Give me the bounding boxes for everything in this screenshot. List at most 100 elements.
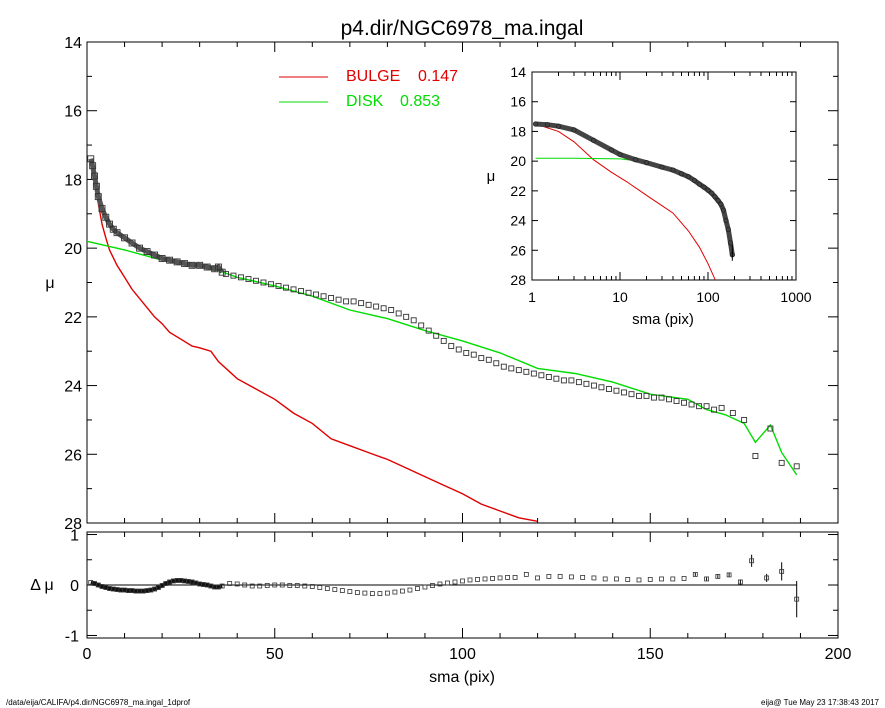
main-data-point	[508, 365, 515, 372]
inset-bulge-line	[535, 123, 716, 280]
main-data-point	[305, 289, 312, 296]
main-data-point	[218, 268, 226, 276]
main-data-point	[598, 384, 605, 391]
residual-y-tick-label: 1	[70, 528, 79, 545]
residual-point	[715, 574, 721, 579]
main-axes: 14 16 18 20 22 24 26 28	[64, 35, 839, 533]
main-data-point	[238, 274, 244, 281]
x-tick-label: 50	[266, 646, 284, 663]
residual-point	[279, 582, 285, 588]
main-data-point	[87, 155, 95, 163]
residual-point	[362, 590, 368, 596]
inset-y-tick-label: 26	[510, 242, 526, 258]
main-data-point	[658, 394, 665, 401]
residual-point	[437, 581, 443, 587]
main-data-point	[688, 401, 695, 408]
main-data-point	[328, 295, 335, 301]
main-data-point	[493, 360, 500, 367]
residual-point	[779, 568, 785, 574]
main-data-point	[575, 379, 582, 386]
main-data-point	[752, 453, 759, 459]
residual-point	[445, 580, 450, 586]
inset-data-point	[643, 160, 650, 166]
main-data-point	[151, 251, 159, 259]
main-data-point	[590, 382, 597, 389]
inset-plot-frame	[531, 71, 797, 281]
main-data-point	[433, 332, 440, 339]
main-y-tick-label: 24	[64, 379, 82, 396]
main-data-point	[470, 351, 477, 358]
main-data-point	[666, 396, 672, 403]
residual-point	[460, 578, 465, 584]
main-data-point	[388, 307, 395, 313]
main-data-point	[230, 272, 237, 279]
main-data-point	[729, 410, 736, 417]
main-data-point	[440, 337, 447, 344]
main-data-point	[94, 193, 102, 201]
residual-point	[482, 576, 488, 582]
inset-data-point	[723, 217, 729, 224]
legend-label-disk: DISK	[346, 93, 384, 110]
main-data-point	[718, 404, 725, 411]
inset-axes: 14 16 18 20 22 24 26 281 10 100 1000	[510, 64, 811, 305]
main-data-point	[158, 254, 166, 262]
main-data-point	[102, 213, 110, 221]
main-data-point	[621, 389, 627, 396]
main-data-point	[313, 291, 320, 298]
main-data-point	[418, 322, 425, 329]
residual-point	[294, 583, 300, 588]
main-y-tick-label: 16	[64, 104, 82, 121]
inset-y-tick-label: 28	[510, 272, 526, 288]
main-data-point	[545, 374, 552, 380]
residual-point	[475, 577, 480, 582]
main-data-point	[253, 277, 259, 284]
residual-point	[354, 590, 360, 595]
main-data-point	[196, 261, 204, 269]
residual-point	[580, 575, 586, 580]
residual-point	[794, 596, 800, 602]
residual-point	[257, 583, 263, 589]
residual-point	[400, 588, 405, 594]
residual-point	[272, 582, 278, 588]
main-series	[86, 155, 800, 522]
residual-point	[264, 583, 270, 588]
residual-point	[749, 558, 755, 564]
inset-data-point	[670, 167, 676, 173]
inset-data-point	[617, 151, 623, 158]
residual-point	[287, 583, 293, 588]
x-tick-label: 0	[83, 646, 92, 663]
main-data-point	[613, 387, 620, 394]
inset-y-tick-label: 20	[510, 153, 526, 169]
footer-stamp: eija@ Tue May 23 17:38:43 2017	[761, 698, 879, 707]
inset-data-band	[533, 121, 735, 258]
residual-point	[347, 589, 353, 594]
residual-point	[737, 579, 743, 585]
residual-point	[309, 584, 315, 589]
residual-point	[467, 577, 473, 583]
main-data-point	[121, 234, 129, 242]
residual-point	[764, 575, 770, 581]
main-data-point	[128, 239, 136, 247]
legend-value-disk: 0.853	[400, 93, 440, 110]
main-data-point	[553, 375, 560, 382]
main-data-point	[89, 162, 97, 170]
inset-series-clip	[533, 121, 735, 280]
residual-y-tick-label: 0	[70, 578, 79, 595]
residual-point	[219, 583, 225, 589]
main-data-point	[136, 244, 144, 252]
residual-point	[523, 572, 529, 577]
inset-data-point	[678, 171, 685, 177]
main-data-point	[260, 279, 267, 286]
inset-x-tick-label: 10	[612, 289, 628, 305]
residual-point	[377, 591, 383, 596]
residual-point	[490, 576, 495, 581]
main-data-point	[523, 368, 530, 375]
main-y-tick-label: 18	[64, 172, 82, 189]
residual-y-axis-label: Δ μ	[30, 577, 53, 594]
residual-point	[681, 576, 687, 581]
main-data-point	[358, 300, 365, 307]
residual-point	[591, 575, 597, 581]
main-data-point	[485, 356, 492, 363]
